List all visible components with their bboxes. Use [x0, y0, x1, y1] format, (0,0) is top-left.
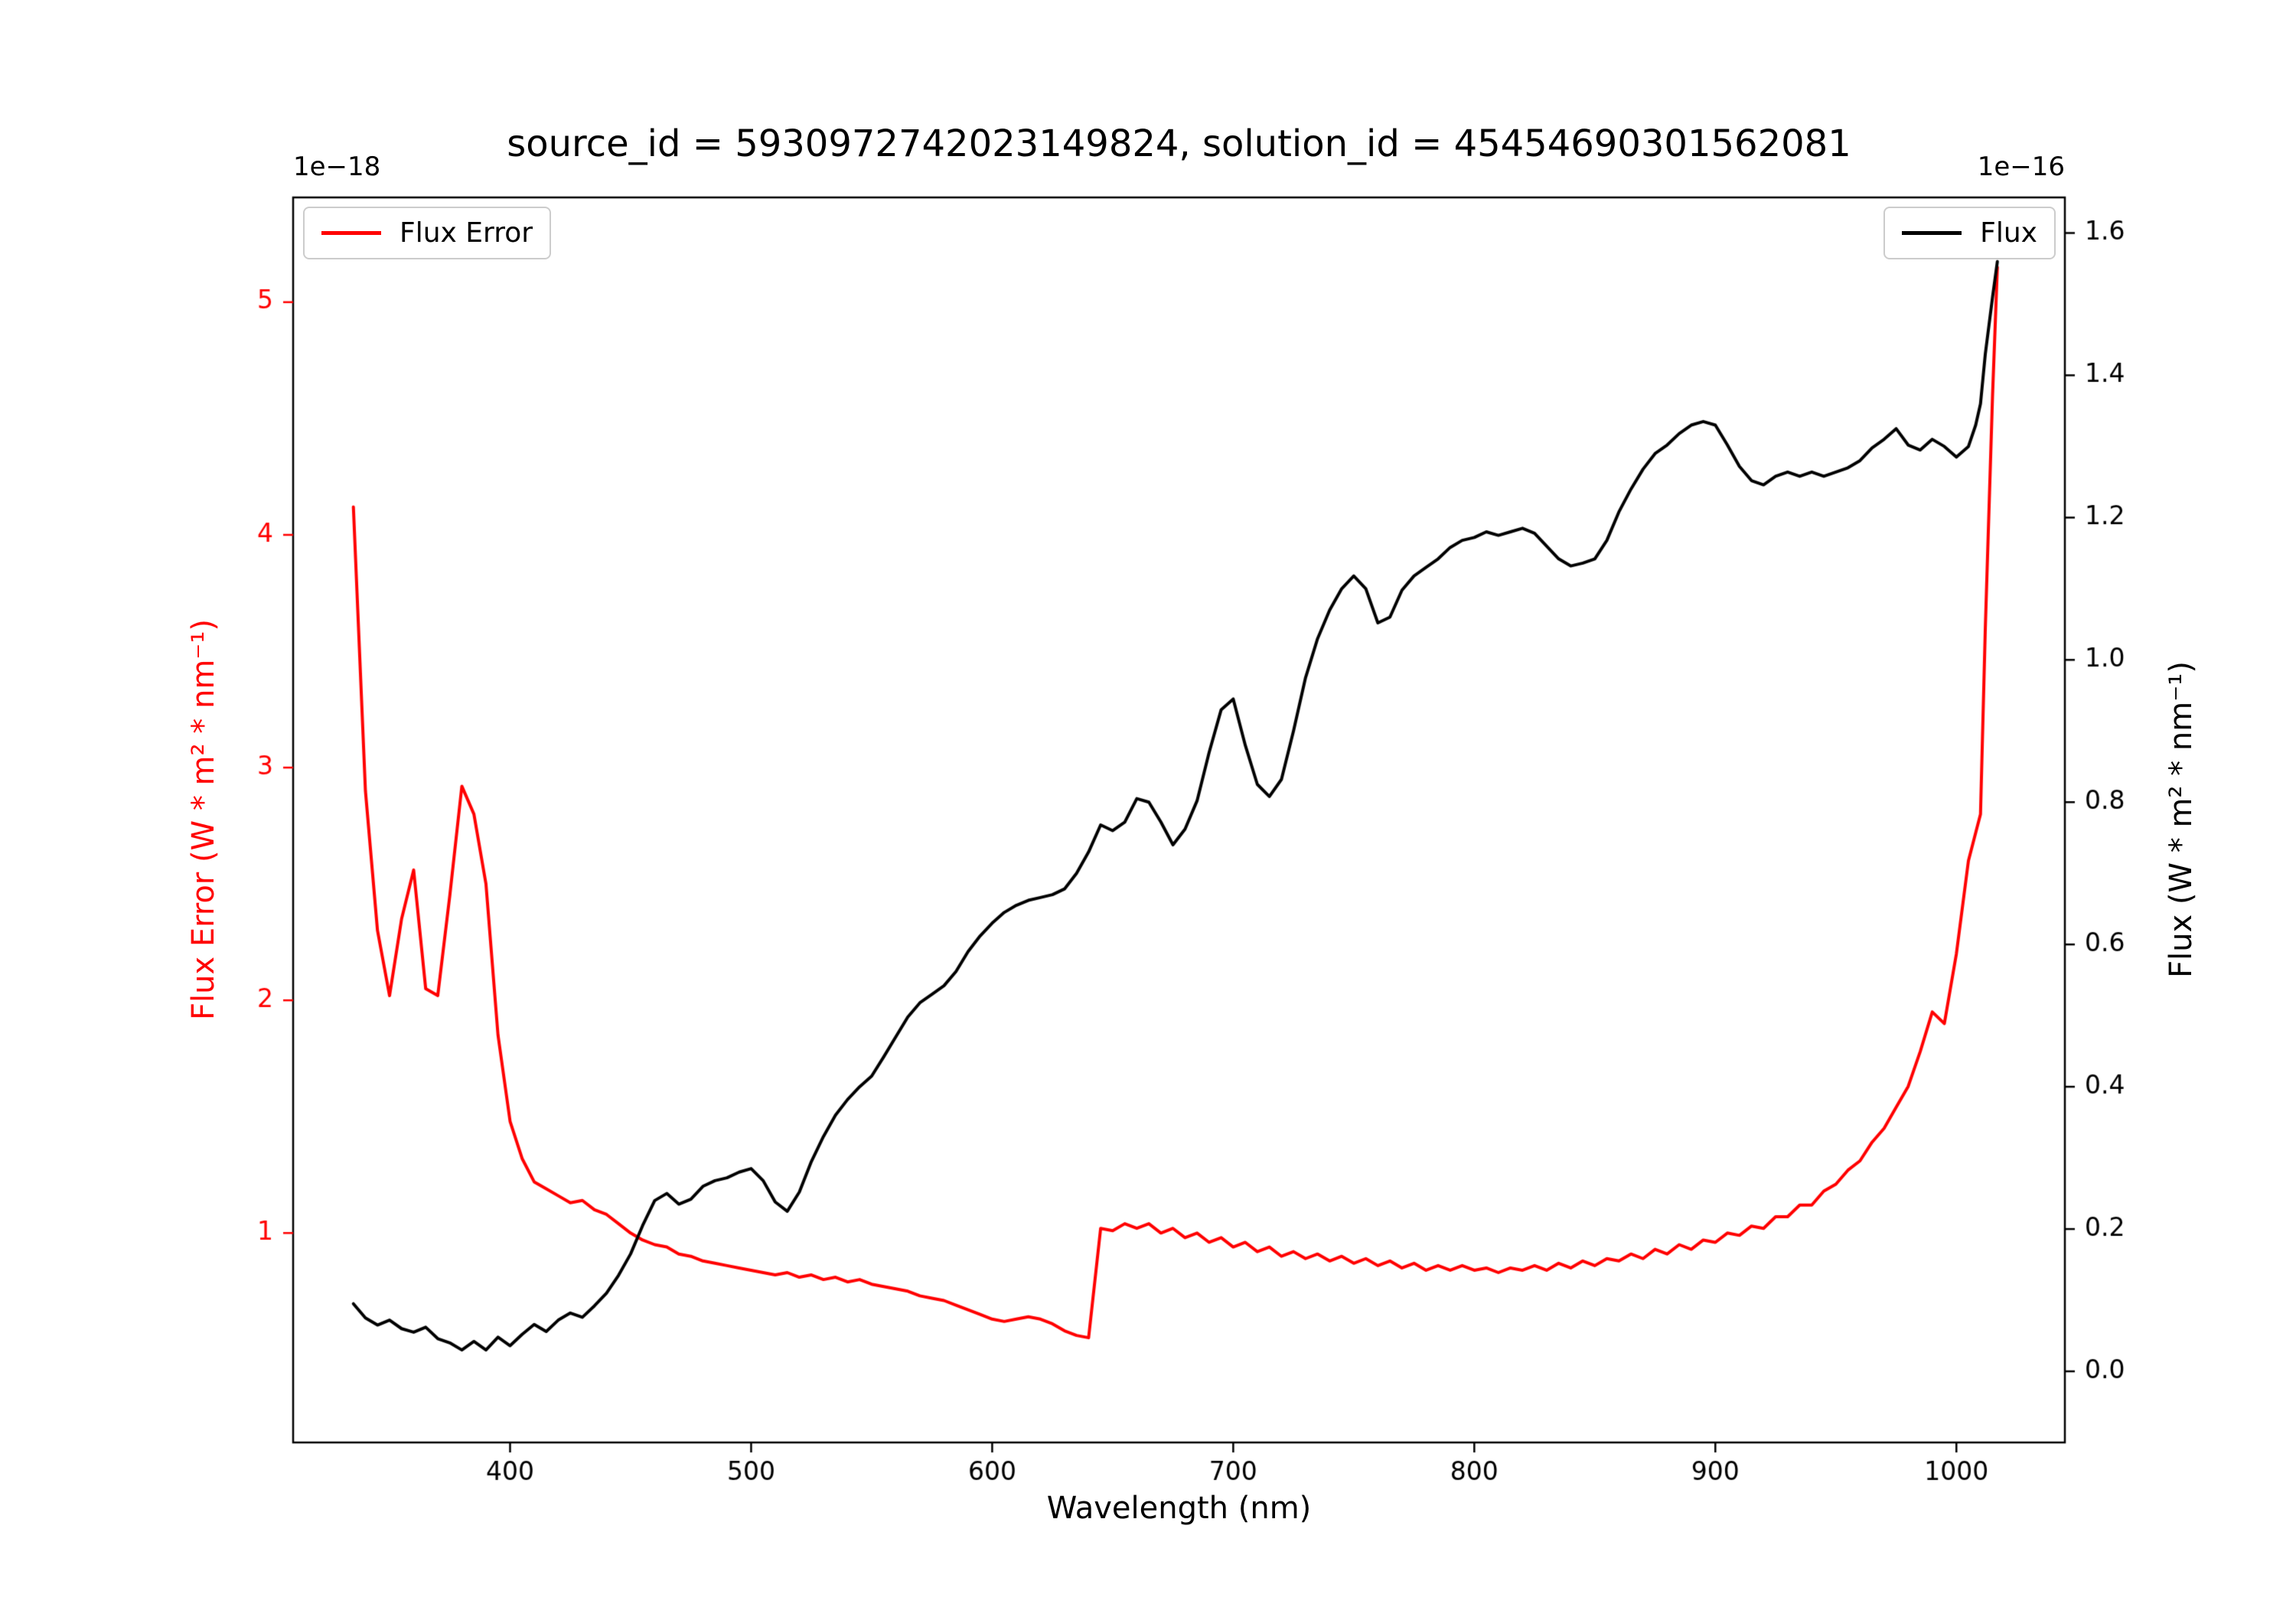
left-axis-offset-text: 1e−18: [293, 152, 381, 182]
flux-line-sample-icon: [1902, 231, 1962, 235]
right-axis-label: Flux (W * m² * nm⁻¹): [2164, 661, 2199, 978]
right-axis-offset-text: 1e−16: [1977, 152, 2065, 182]
legend-flux-label: Flux: [1980, 217, 2037, 249]
legend-flux-error: Flux Error: [303, 207, 552, 259]
x-axis-label: Wavelength (nm): [1046, 1491, 1312, 1526]
legend-flux-error-label: Flux Error: [400, 217, 533, 249]
flux-error-line-sample-icon: [321, 231, 381, 235]
left-axis-label: Flux Error (W * m² * nm⁻¹): [186, 618, 221, 1021]
chart-title: source_id = 5930972742023149824, solutio…: [507, 122, 1851, 165]
legend-flux: Flux: [1883, 207, 2056, 259]
